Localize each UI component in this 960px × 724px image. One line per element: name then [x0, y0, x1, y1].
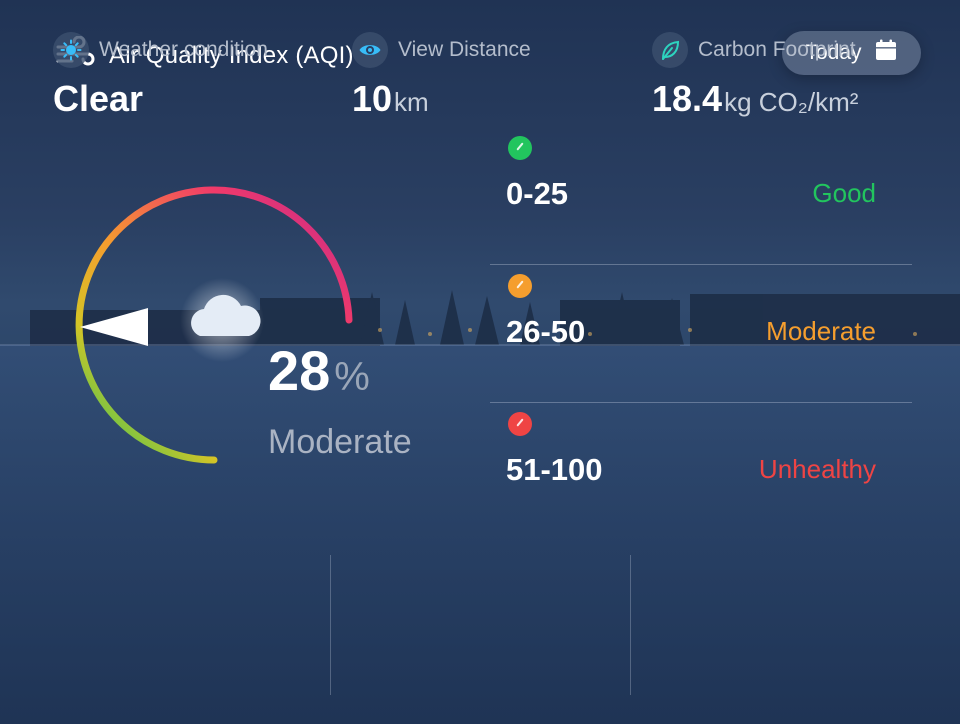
- level-status: Unhealthy: [758, 454, 876, 484]
- aqi-gauge: [75, 186, 353, 464]
- level-unhealthy: 51-100 Unhealthy: [490, 402, 912, 542]
- stat-value-number: 18.4: [652, 78, 723, 119]
- gauge-icon: [508, 274, 532, 298]
- divider: [630, 555, 631, 695]
- stat-value-number: Clear: [53, 78, 144, 119]
- date-filter-label: Today: [805, 41, 862, 64]
- stat-value-number: 10: [352, 78, 393, 119]
- stat-label-row: Weather condition: [53, 32, 268, 68]
- gauge-icon: [508, 136, 532, 160]
- date-filter-button[interactable]: Today: [782, 31, 921, 75]
- stat-label-row: Carbon Footprint: [652, 32, 856, 68]
- aqi-status: Moderate: [268, 423, 412, 461]
- header: Air Quality Index (AQI): [55, 35, 354, 75]
- stat-value: 10km: [352, 78, 429, 120]
- level-moderate: 26-50 Moderate: [490, 264, 912, 404]
- divider: [330, 555, 331, 695]
- level-good: 0-25 Good: [490, 128, 912, 266]
- cloud-icon: [180, 278, 264, 362]
- aqi-value: 28 %: [268, 338, 370, 403]
- page-title: Air Quality Index (AQI): [109, 41, 354, 69]
- stat-value: 18.4kg CO₂/km²: [652, 78, 858, 120]
- aqi-unit: %: [334, 355, 370, 399]
- stat-label: Weather condition: [99, 38, 268, 61]
- aqi-number: 28: [268, 339, 331, 402]
- level-status: Good: [812, 178, 876, 208]
- level-range: 26-50: [506, 314, 586, 349]
- gauge-arc: [75, 186, 353, 464]
- stat-label: Carbon Footprint: [698, 38, 856, 61]
- aqi-levels: 0-25 Good 26-50 Moderate 51-100 Unhealth…: [490, 128, 912, 542]
- sun-icon: [53, 32, 89, 68]
- leaf-icon: [652, 32, 688, 68]
- gauge-icon: [508, 412, 532, 436]
- level-range: 0-25: [506, 176, 569, 211]
- level-range: 51-100: [506, 452, 603, 487]
- gauge-pointer: [80, 308, 148, 346]
- level-status: Moderate: [766, 316, 876, 346]
- stat-label: View Distance: [398, 38, 531, 61]
- stat-label-row: View Distance: [352, 32, 531, 68]
- eye-icon: [352, 32, 388, 68]
- calendar-icon: [874, 38, 898, 68]
- stat-value: Clear: [53, 78, 143, 120]
- stat-value-unit: kg CO₂/km²: [724, 87, 859, 117]
- stat-value-unit: km: [394, 87, 429, 117]
